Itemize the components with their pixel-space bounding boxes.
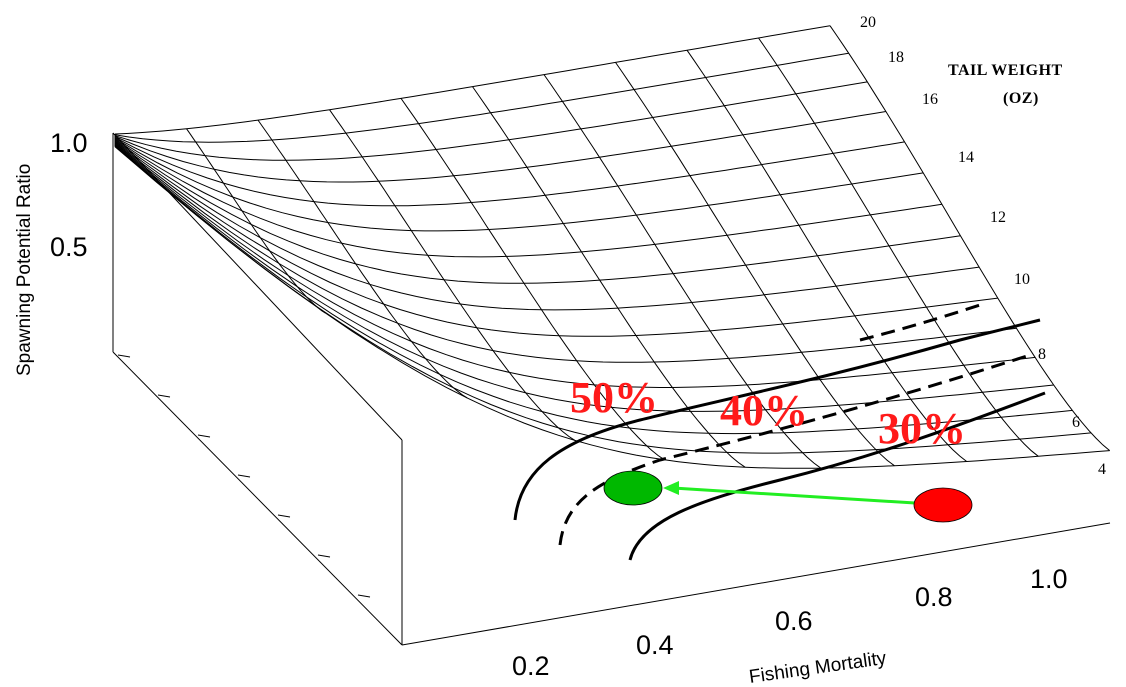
x-tick-0-8: 0.8 (915, 582, 953, 612)
mesh-line-mortality (186, 128, 326, 314)
z-tick-16: 16 (922, 91, 938, 108)
mesh-line-weight (114, 141, 998, 337)
x-tick-0-6: 0.6 (775, 606, 813, 636)
z-tick-4: 4 (1098, 461, 1106, 478)
contour-label-40: 40% (720, 386, 808, 435)
contour-line-40 (558, 353, 1031, 546)
mesh-line-mortality (472, 86, 746, 468)
mesh-line-mortality (257, 119, 468, 399)
wall-tick (197, 434, 211, 438)
arrow-shaft (672, 486, 916, 505)
x-tick-0-2: 0.2 (512, 651, 550, 681)
wall-tick (157, 394, 171, 398)
y-tick-1-0: 1.0 (50, 128, 88, 158)
mesh-line-mortality (758, 37, 1039, 457)
contour-line-30 (628, 391, 1046, 561)
wall-tick-marks (117, 354, 371, 598)
fishing-points (603, 470, 973, 523)
z-tick-6: 6 (1072, 414, 1080, 431)
mesh-line-weight (114, 142, 1036, 388)
mesh-line-mortality (829, 25, 1111, 451)
wall-tick (237, 474, 251, 478)
z-tick-12: 12 (990, 209, 1006, 226)
z-tick-18: 18 (888, 49, 904, 66)
x-tick-0-4: 0.4 (636, 630, 674, 660)
back-wall-bottom-edge (112, 351, 403, 646)
x-axis-title: Fishing Mortality (748, 648, 888, 687)
z-axis-title-line2: (OZ) (1003, 90, 1039, 107)
contour-line-40-extra (859, 303, 981, 342)
point-current (913, 487, 973, 523)
z-tick-14: 14 (958, 149, 974, 166)
mesh-line-mortality (543, 74, 822, 469)
y-tick-0-5: 0.5 (50, 232, 88, 262)
z-tick-20: 20 (860, 14, 876, 31)
z-axis-title-line1: TAIL WEIGHT (948, 62, 1063, 79)
wall-tick (277, 514, 291, 518)
z-tick-8: 8 (1038, 346, 1046, 363)
mesh-line-weight (114, 139, 961, 284)
mesh-line-weight (114, 111, 886, 183)
point-target (603, 470, 663, 506)
z-tick-10: 10 (1014, 271, 1030, 288)
mesh-line-mortality (615, 62, 895, 467)
mesh-line-weight (114, 136, 905, 207)
contour-label-30: 30% (878, 404, 966, 453)
wall-tick (357, 594, 371, 598)
spr-contours (513, 303, 1046, 561)
surface-mesh (114, 25, 1111, 469)
x-tick-1-0: 1.0 (1030, 564, 1068, 594)
y-axis-title: Spawning Potential Ratio (14, 164, 35, 376)
wall-tick (117, 354, 131, 358)
mesh-line-mortality (686, 49, 968, 462)
mesh-line-mortality (329, 109, 576, 441)
wall-tick (317, 554, 331, 558)
mesh-line-weight (114, 25, 831, 135)
mesh-line-weight (114, 138, 942, 258)
contour-line-50 (513, 318, 1041, 521)
contour-label-50: 50% (570, 373, 658, 422)
mesh-line-mortality (400, 98, 665, 461)
mesh-line-weight (114, 81, 868, 161)
floor-front-edge (401, 522, 1111, 646)
arrow-head (663, 481, 679, 495)
